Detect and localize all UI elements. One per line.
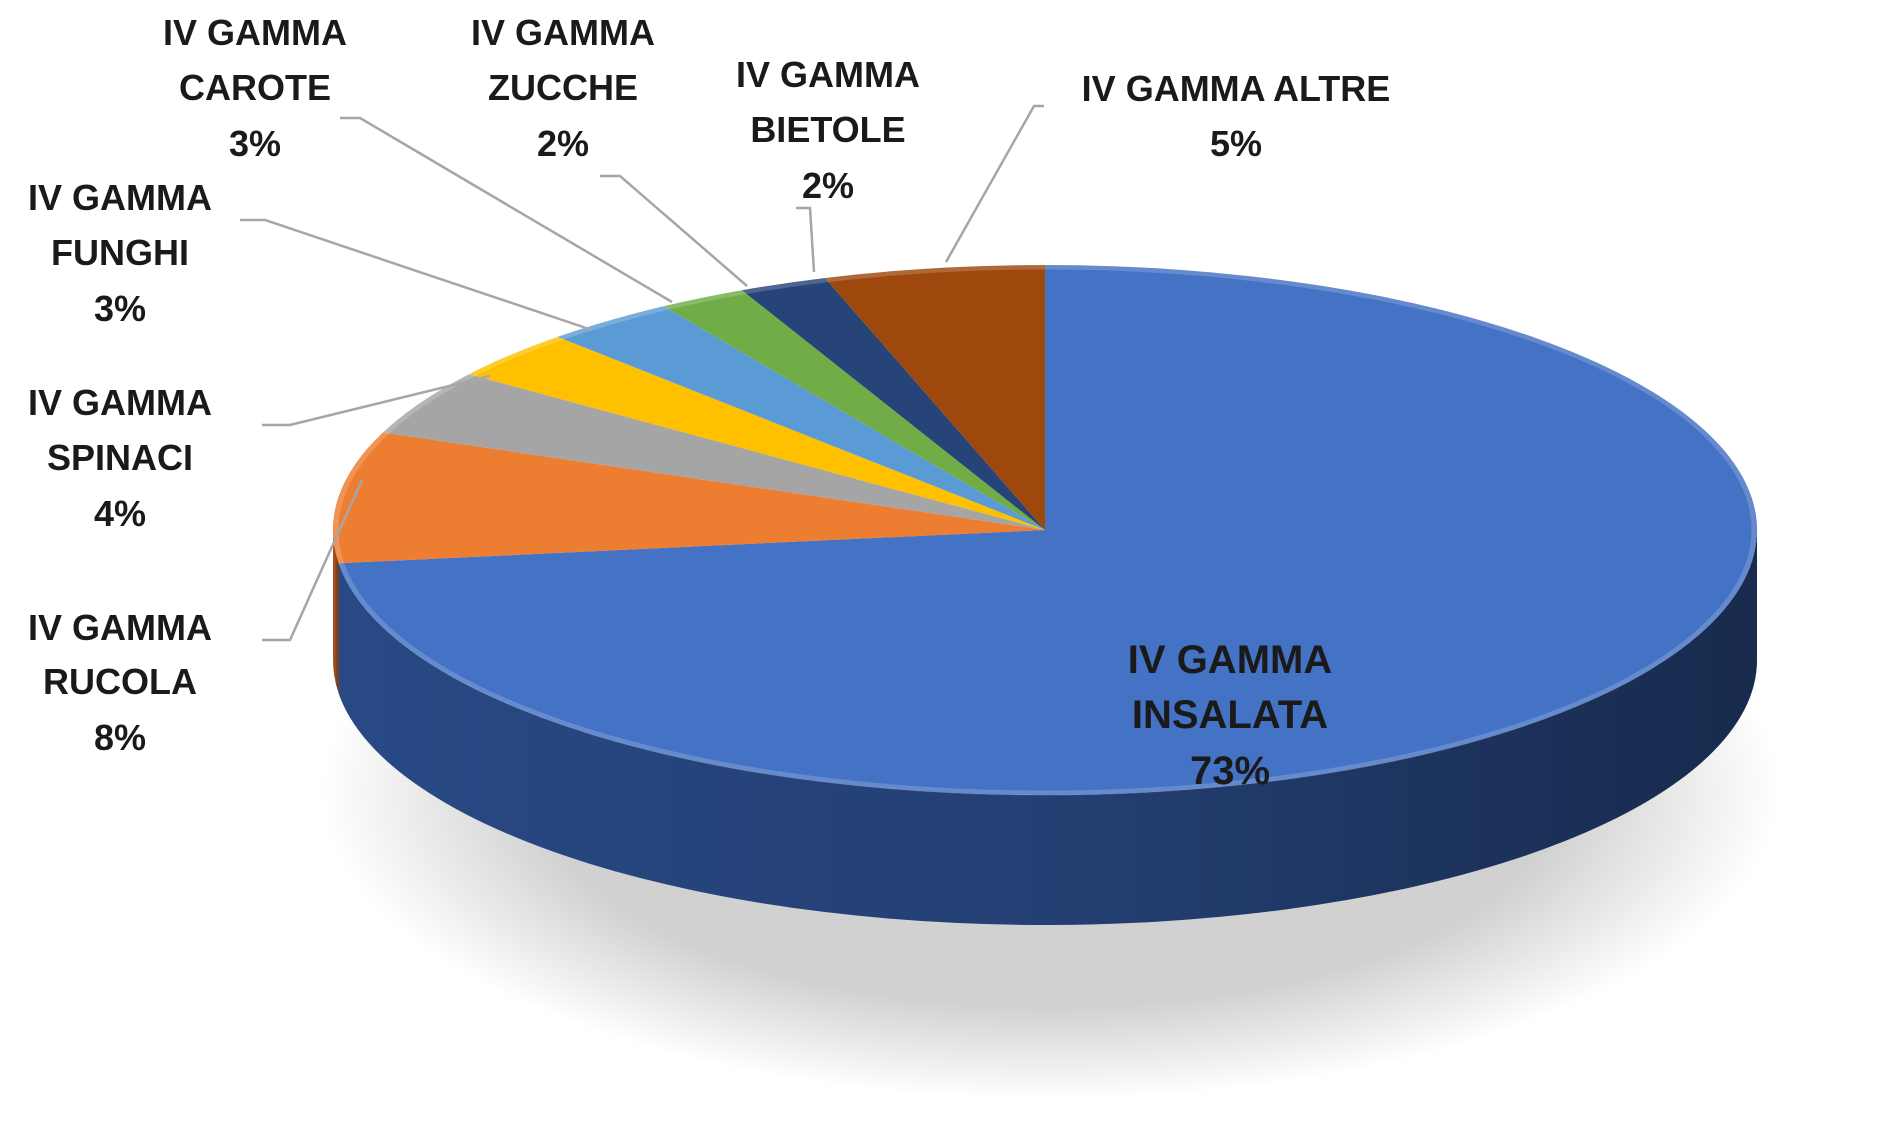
pie-tops: [332, 264, 1757, 796]
data-label-value-iv-gamma-altre: 5%: [1210, 123, 1262, 164]
leader-line-iv-gamma-rucola: [262, 479, 364, 642]
data-labels: IV GAMMA INSALATA 73% IV GAMMA RUCOLA 8% IV GA…: [28, 12, 1390, 793]
data-label-category-iv-gamma-bietole-line1: IV GAMMA: [736, 54, 920, 95]
data-label-category-iv-gamma-carote-line1: IV GAMMA: [163, 12, 347, 53]
pie-rim-highlight: [333, 264, 1757, 796]
data-label-category-iv-gamma-altre: IV GAMMA ALTRE: [1082, 68, 1391, 109]
data-label-category-iv-gamma-insalata-line1: IV GAMMA: [1128, 638, 1332, 682]
pie-slice-iv-gamma-insalata: [338, 265, 1757, 796]
data-label-category-iv-gamma-bietole-line2: BIETOLE: [750, 109, 905, 150]
data-label-category-iv-gamma-spinaci-line2: SPINACI: [47, 437, 193, 478]
pie-slice-iv-gamma-rucola: [332, 432, 1045, 564]
data-label-category-iv-gamma-rucola-line2: RUCOLA: [43, 661, 197, 702]
pie-sides: [333, 530, 1757, 926]
pie-slice-iv-gamma-zucche: [663, 290, 1045, 530]
pie-slice-iv-gamma-funghi: [468, 336, 1046, 530]
leader-line-iv-gamma-bietole: [796, 206, 816, 273]
data-label-value-iv-gamma-zucche: 2%: [537, 123, 589, 164]
leader-line-iv-gamma-carote: [340, 116, 673, 304]
leader-line-iv-gamma-altre: [944, 104, 1044, 263]
pie-slice-iv-gamma-carote: [557, 306, 1045, 530]
leader-lines: [240, 104, 1044, 642]
data-label-category-iv-gamma-funghi-line2: FUNGHI: [51, 232, 189, 273]
pie-slice-iv-gamma-altre: [824, 265, 1045, 530]
data-label-category-iv-gamma-insalata-line2: INSALATA: [1132, 693, 1328, 737]
leader-line-iv-gamma-spinaci: [262, 374, 491, 427]
data-label-category-iv-gamma-funghi-line1: IV GAMMA: [28, 177, 212, 218]
pie-side-shade-iv-gamma-insalata: [338, 530, 1757, 926]
leader-line-iv-gamma-funghi: [240, 218, 593, 332]
pie-side-shade-iv-gamma-rucola: [333, 530, 339, 694]
data-label-value-iv-gamma-carote: 3%: [229, 123, 281, 164]
data-label-category-iv-gamma-zucche-line2: ZUCCHE: [488, 67, 638, 108]
data-label-category-iv-gamma-rucola-line1: IV GAMMA: [28, 607, 212, 648]
pie-slice-iv-gamma-spinaci: [383, 374, 1045, 530]
data-label-category-iv-gamma-carote-line2: CAROTE: [179, 67, 331, 108]
data-label-category-iv-gamma-zucche-line1: IV GAMMA: [471, 12, 655, 53]
pie-slice-iv-gamma-bietole: [741, 277, 1045, 530]
data-label-value-iv-gamma-funghi: 3%: [94, 288, 146, 329]
data-label-value-iv-gamma-spinaci: 4%: [94, 493, 146, 534]
data-label-value-iv-gamma-insalata: 73%: [1190, 749, 1270, 793]
data-label-category-iv-gamma-spinaci-line1: IV GAMMA: [28, 382, 212, 423]
data-label-value-iv-gamma-rucola: 8%: [94, 717, 146, 758]
data-label-value-iv-gamma-bietole: 2%: [802, 165, 854, 206]
leader-line-iv-gamma-zucche: [600, 174, 748, 287]
